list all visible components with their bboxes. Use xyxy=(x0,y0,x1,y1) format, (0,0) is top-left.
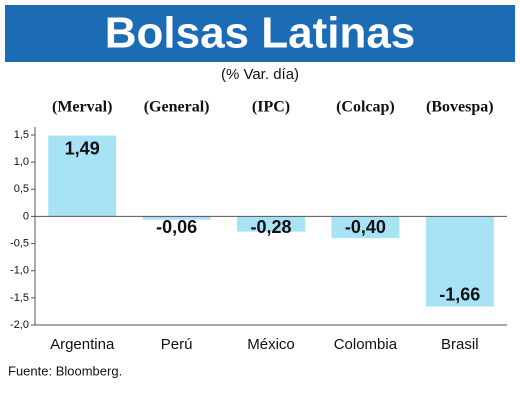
index-name: (General) xyxy=(144,99,210,116)
index-name: (Bovespa) xyxy=(426,99,494,116)
x-tick-label: Brasil xyxy=(441,336,479,353)
bar xyxy=(142,216,211,220)
chart-subtitle: (% Var. día) xyxy=(221,66,299,83)
y-tick-label: 1,0 xyxy=(14,156,29,168)
y-tick-label: -0,5 xyxy=(10,237,29,249)
source-note: Fuente: Bloomberg. xyxy=(8,363,122,378)
bar xyxy=(425,216,494,307)
y-tick-label: -1,0 xyxy=(10,265,29,277)
value-label: -0,28 xyxy=(250,217,291,237)
value-label: 1,49 xyxy=(65,138,100,158)
y-tick-label: 0,5 xyxy=(14,183,29,195)
bar xyxy=(48,135,117,217)
value-label: -0,40 xyxy=(345,217,386,237)
x-tick-label: Colombia xyxy=(334,336,398,353)
index-name: (Colcap) xyxy=(336,99,395,116)
y-tick-label: 0 xyxy=(23,210,29,222)
header-band xyxy=(5,5,515,62)
value-label: -0,06 xyxy=(156,217,197,237)
y-tick-label: -1,5 xyxy=(10,292,29,304)
index-name: (IPC) xyxy=(252,99,290,116)
y-tick-label: -2,0 xyxy=(10,319,29,331)
x-tick-label: México xyxy=(247,336,295,353)
x-tick-label: Perú xyxy=(161,336,193,353)
x-tick-label: Argentina xyxy=(50,336,115,353)
index-name: (Merval) xyxy=(52,99,112,116)
y-tick-label: 1,5 xyxy=(14,129,29,141)
bar xyxy=(237,216,305,232)
chart-title: Bolsas Latinas xyxy=(105,9,416,58)
value-label: -1,66 xyxy=(439,284,480,304)
bar xyxy=(331,216,400,239)
